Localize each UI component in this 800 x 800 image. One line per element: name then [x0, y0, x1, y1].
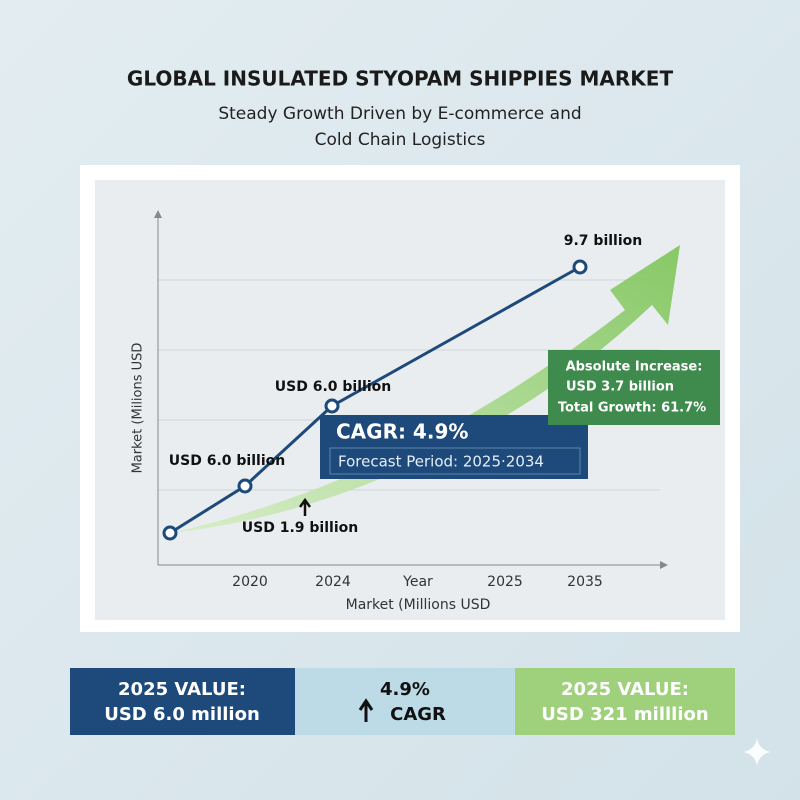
- cagr-box-inner: [329, 447, 581, 475]
- x-label: 2020: [232, 574, 268, 590]
- summary-card: [70, 668, 295, 735]
- cagr-title: CAGR: 4.9%: [336, 420, 468, 444]
- x-axis-label: Market (Millions USD: [346, 597, 491, 613]
- title: GLOBAL INSULATED STYOPAM SHIPPIES MARKET: [127, 67, 674, 91]
- summary-text: CAGR: [390, 704, 446, 725]
- increase-box: [548, 350, 720, 425]
- x-label: 2025: [487, 574, 523, 590]
- point-label: USD 6.0 billion: [169, 453, 285, 469]
- increase-text: USD 3.7 billion: [566, 380, 674, 395]
- x-label: 2035: [567, 574, 603, 590]
- points: [162, 259, 588, 541]
- point-label: USD 1.9 billion: [242, 520, 358, 536]
- y-axis-label: Market (Milions USD: [131, 343, 146, 474]
- subtitle: Cold Chain Logistics: [315, 130, 486, 150]
- x-label: 2024: [315, 574, 351, 590]
- summary-text: USD 6.0 million: [104, 704, 260, 725]
- summary-card: [515, 668, 735, 735]
- summary-card: [295, 668, 515, 735]
- cagr-box: [320, 415, 588, 479]
- increase-text: Absolute Increase:: [566, 360, 703, 375]
- summary-text: 2025 VALUE:: [118, 679, 246, 700]
- increase-text: Total Growth: 61.7%: [558, 401, 706, 416]
- cagr-subtitle: Forecast Period: 2025·2034: [338, 453, 544, 471]
- summary-text: 2025 VALUE:: [561, 679, 689, 700]
- point-label: USD 6.0 billion: [275, 379, 391, 395]
- summary-text: 4.9%: [380, 679, 430, 700]
- x-label: Year: [402, 574, 433, 590]
- summary-text: USD 321 milllion: [541, 704, 708, 725]
- point-label: 9.7 billion: [564, 233, 642, 249]
- up-arrow: [358, 698, 374, 722]
- up-arrow: [298, 497, 312, 516]
- subtitle: Steady Growth Driven by E-commerce and: [218, 104, 581, 124]
- trend-line: [169, 265, 581, 535]
- sparkle-icon: [743, 738, 771, 766]
